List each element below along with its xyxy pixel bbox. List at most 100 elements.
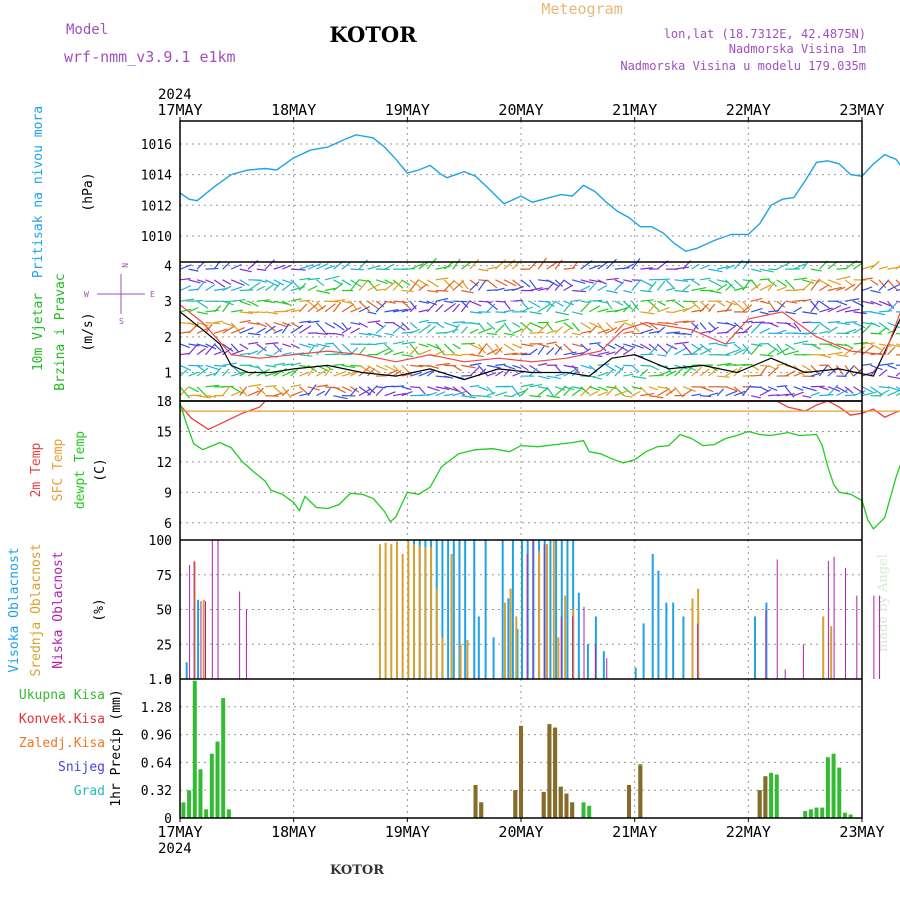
wind-barb [367,300,379,310]
cloud-tick-label: 100 [149,534,172,549]
wind-barb [776,393,790,397]
wind-barb [810,268,822,272]
wind-barb [213,328,228,334]
pressure-tick-label: 1010 [141,230,172,245]
wind-barb [367,279,377,291]
watermark: made by Angel [876,554,891,652]
wind-barb [512,364,522,370]
wind-barb [512,285,525,292]
wind-barb [895,392,900,397]
cloud-bar-mid_cloud [390,544,393,679]
cloud-bar-low_cloud [802,644,804,679]
wind-barb [563,386,573,397]
wind-barb [733,366,743,377]
mid-cloud-label: Srednja Oblacnost [29,543,44,676]
precip-bar-total [842,812,847,818]
wind-barb [725,386,738,392]
wind-barb [836,300,848,306]
wind-barb [674,332,686,335]
wind-barb [742,279,752,291]
wind-barb [699,330,711,334]
wind-barb [597,386,608,392]
wind-barb [708,326,719,334]
cloud-bar-low_cloud [776,559,778,679]
wind-barb [776,301,786,313]
wind-barb [844,386,854,394]
wind-barb [358,346,366,356]
wind-barb [759,278,770,281]
wind-barb [350,386,360,393]
wind-barb [196,311,208,315]
x-label-bottom: 19MAY [385,823,430,841]
wind-barb [247,350,259,356]
wind-barb [392,351,404,356]
cloud-bar-low_cloud [211,540,213,679]
wind-barb [563,284,574,292]
wind-barb [597,391,608,397]
wind-barb [512,352,528,356]
wind-barb [810,324,820,334]
wind-barb [836,343,848,347]
wind-barb [580,330,592,334]
cloud-bar-high_cloud [516,628,519,679]
wind-barb [418,370,433,377]
wind-barb [588,305,601,313]
cloud-bar-high_cloud [560,540,563,679]
wind-barb [554,346,562,356]
wind-barb [205,372,218,377]
wind-barb [460,326,468,334]
wind-barb [827,351,843,356]
wind-barb [452,324,460,334]
wind-barb [469,362,482,366]
cloud-bar-mid_cloud [466,640,469,679]
wind-barb [597,279,607,285]
year-label-bottom: 2024 [158,841,192,857]
wind-barb [341,262,351,270]
cloud-bar-mid_cloud [384,542,387,679]
wind-barb [282,279,293,284]
wind-barb [316,279,325,287]
pressure-tick-label: 1014 [141,169,172,184]
cloud-bar-high_cloud [473,540,476,679]
wind-barb [708,268,723,273]
precip-bar-total [215,741,220,818]
wind-barb [699,386,714,393]
wind-barb [418,386,426,395]
wind-barb [358,332,372,336]
cloud-bar-low_cloud [245,609,247,679]
precip-legend-2: Zaledj.Kisa [19,736,105,751]
wind-barb [222,285,232,292]
wind-barb [784,322,797,329]
wind-barb [230,286,243,292]
cloud-bar-high_cloud [566,540,569,679]
wind-barb [767,386,778,392]
wind-barb [520,322,531,334]
cloud-bar-mid_cloud [418,545,421,679]
wind-barb [358,322,368,328]
wind-barb [512,328,524,334]
wind-barb [469,343,483,351]
wind-barb [230,349,244,356]
wind-barb [486,303,496,313]
wind-barb [657,300,666,307]
wind-barb [810,300,820,313]
cloud-bar-mid_cloud [564,595,567,679]
wind-barb [478,395,492,398]
wind-barb [358,259,368,270]
precip-bar-conv [519,725,523,818]
wind-barb [759,311,769,315]
wind-barb [537,386,549,390]
wind-barb [733,390,746,397]
wind-barb [853,262,864,270]
wind-barb [614,300,624,306]
wind-barb [580,364,592,370]
precip-bar-conv [547,724,552,818]
wind-barb [878,310,893,313]
wind-barb [179,264,192,270]
wind-barb [751,268,762,273]
wind-barb [895,332,900,335]
wind-barb [699,264,710,270]
wind-barb [188,386,199,393]
wind-barb [640,364,650,367]
compass-e: E [150,290,155,299]
